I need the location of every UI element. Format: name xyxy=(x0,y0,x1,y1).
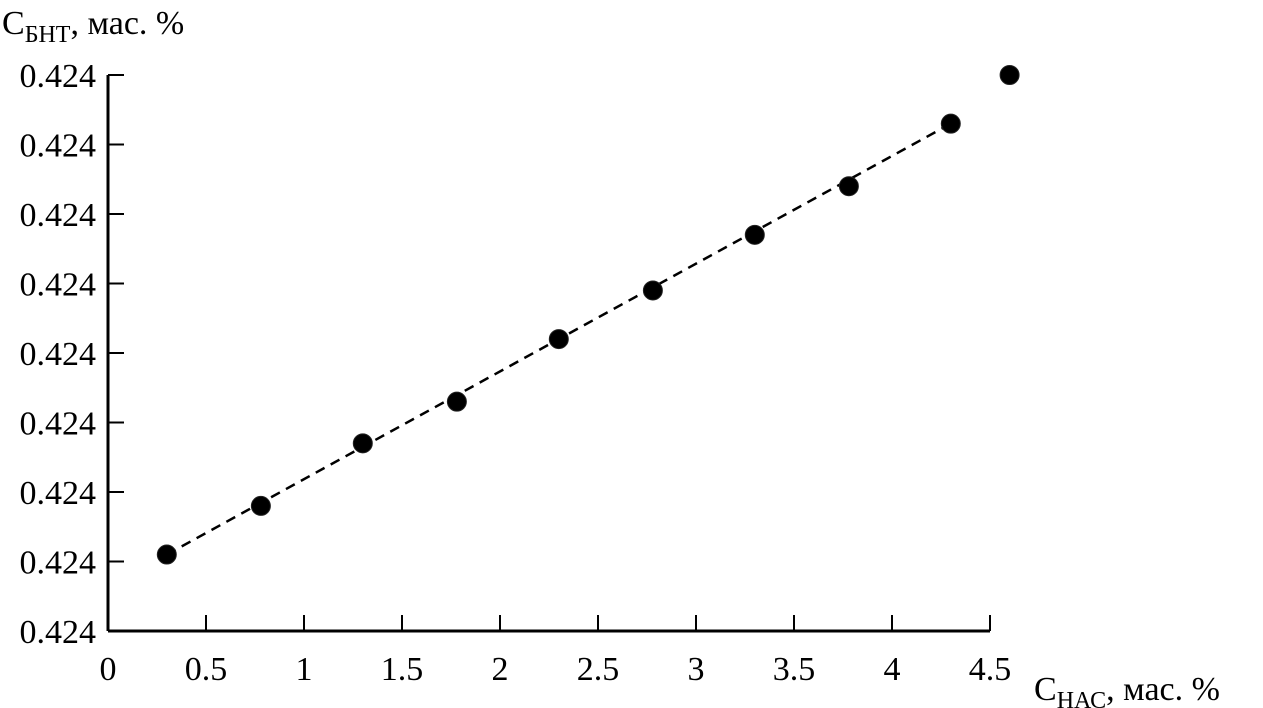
data-point xyxy=(838,176,859,197)
y-tick-label: 0.424 xyxy=(20,545,97,582)
x-axis-label: CНАС, мас. % xyxy=(1034,671,1220,708)
y-tick-label: 0.424 xyxy=(20,128,97,165)
data-point xyxy=(744,224,765,245)
y-tick-label: 0.424 xyxy=(20,267,97,304)
y-tick-label: 0.424 xyxy=(20,475,97,512)
y-tick-label: 0.424 xyxy=(20,614,97,651)
data-point xyxy=(999,65,1020,85)
y-tick-label: 0.424 xyxy=(20,336,97,373)
x-tick-label: 4.5 xyxy=(969,651,1012,688)
x-tick-label: 3 xyxy=(688,651,705,688)
y-tick-label: 0.424 xyxy=(20,406,97,443)
data-point xyxy=(446,391,467,412)
x-tick-label: 4 xyxy=(884,651,901,688)
y-tick-label: 0.424 xyxy=(20,58,97,95)
x-tick-label: 0.5 xyxy=(185,651,228,688)
x-tick-label: 1.5 xyxy=(381,651,424,688)
data-point xyxy=(250,495,271,516)
data-point xyxy=(548,329,569,350)
data-point xyxy=(352,433,373,454)
x-tick-label: 1 xyxy=(296,651,313,688)
x-tick-label: 3.5 xyxy=(773,651,816,688)
data-point xyxy=(940,113,961,134)
y-axis-label: CБНТ, мас. % xyxy=(2,5,184,48)
data-point xyxy=(642,280,663,301)
y-tick-label: 0.424 xyxy=(20,197,97,234)
x-tick-label: 0 xyxy=(100,651,117,688)
x-tick-label: 2.5 xyxy=(577,651,620,688)
data-point xyxy=(156,544,177,565)
x-tick-label: 2 xyxy=(492,651,509,688)
